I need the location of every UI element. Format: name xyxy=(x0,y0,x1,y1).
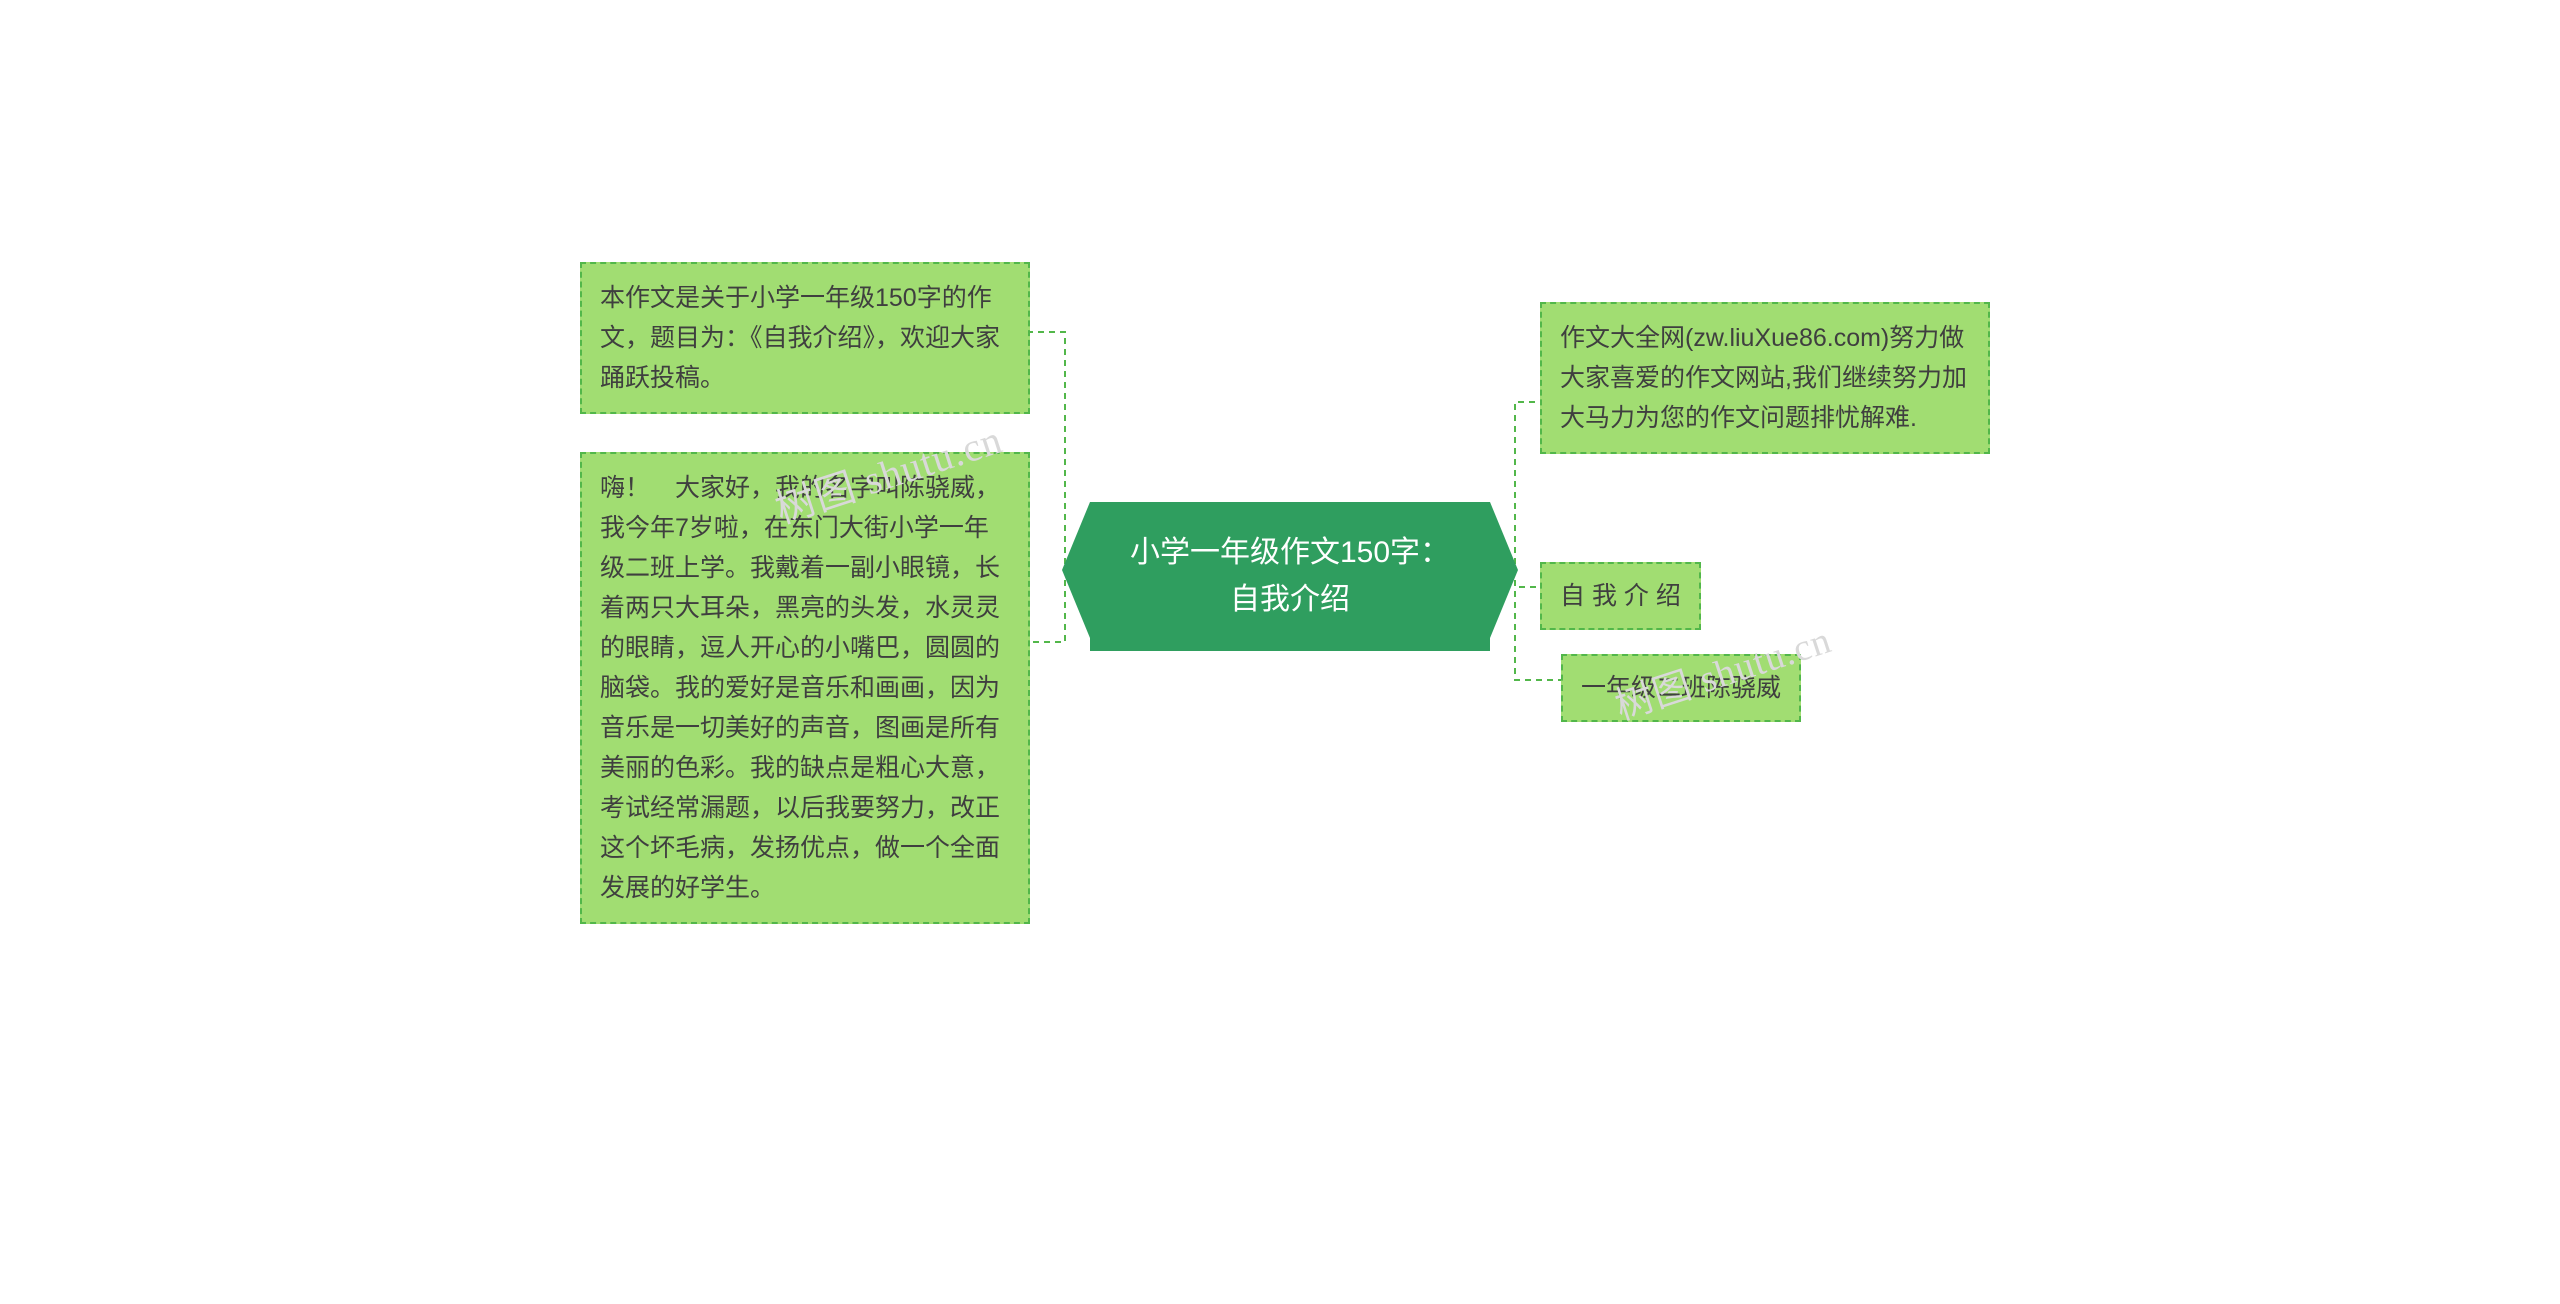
leaf-text: 嗨！ 大家好，我的名字叫陈骁威，我今年7岁啦，在东门大街小学一年级二班上学。我戴… xyxy=(600,474,1000,902)
leaf-text: 自 我 介 绍 xyxy=(1560,582,1681,610)
left-node-body[interactable]: 嗨！ 大家好，我的名字叫陈骁威，我今年7岁啦，在东门大街小学一年级二班上学。我戴… xyxy=(580,452,1030,924)
left-node-intro[interactable]: 本作文是关于小学一年级150字的作文，题目为：《自我介绍》，欢迎大家踊跃投稿。 xyxy=(580,262,1030,414)
mindmap-canvas: 小学一年级作文150字：自我介绍 本作文是关于小学一年级150字的作文，题目为：… xyxy=(510,242,2050,1062)
right-node-signature[interactable]: 一年级二班陈骁威 xyxy=(1561,654,1801,722)
right-node-site[interactable]: 作文大全网(zw.liuXue86.com)努力做大家喜爱的作文网站,我们继续努… xyxy=(1540,302,1990,454)
center-node-text: 小学一年级作文150字：自我介绍 xyxy=(1130,536,1450,616)
leaf-text: 作文大全网(zw.liuXue86.com)努力做大家喜爱的作文网站,我们继续努… xyxy=(1560,324,1967,432)
center-node[interactable]: 小学一年级作文150字：自我介绍 xyxy=(1090,502,1490,651)
leaf-text: 本作文是关于小学一年级150字的作文，题目为：《自我介绍》，欢迎大家踊跃投稿。 xyxy=(600,284,1000,392)
right-node-title[interactable]: 自 我 介 绍 xyxy=(1540,562,1701,630)
leaf-text: 一年级二班陈骁威 xyxy=(1581,674,1781,702)
